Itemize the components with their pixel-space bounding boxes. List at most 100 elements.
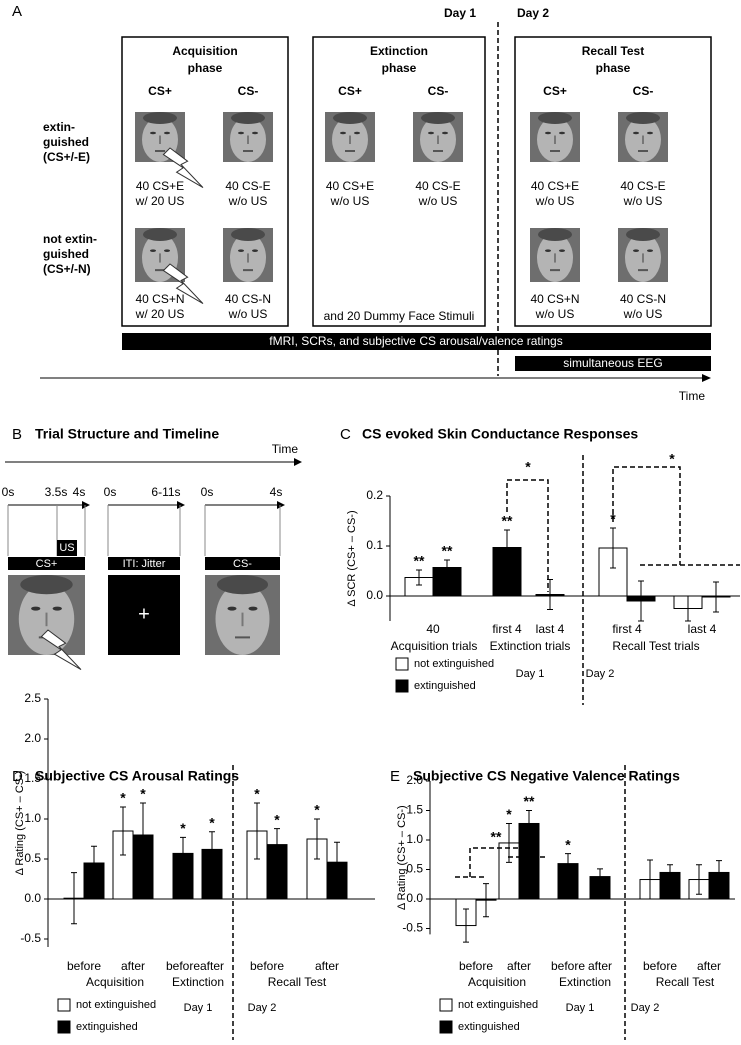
column-header: CS- xyxy=(633,84,654,98)
stimulus-caption: 40 CS+N xyxy=(530,292,579,306)
y-tick-label: -0.5 xyxy=(402,921,423,935)
error-bar xyxy=(71,872,77,925)
time-tick-label: 0s xyxy=(2,485,15,499)
chart-title: Subjective CS Arousal Ratings xyxy=(35,768,239,784)
stimulus-caption: w/ 20 US xyxy=(135,307,185,321)
error-bar xyxy=(610,527,616,569)
panel-label: A xyxy=(12,3,22,20)
stimulus-caption: 40 CS+E xyxy=(531,179,579,193)
x-tick-label: after xyxy=(315,959,339,973)
error-bar xyxy=(713,581,719,613)
column-header: CS+ xyxy=(338,84,362,98)
x-tick-label: 40 xyxy=(426,622,440,636)
y-tick-label: 0.5 xyxy=(406,862,423,876)
eye xyxy=(633,131,639,135)
error-bar xyxy=(526,810,532,837)
row-label: not extin- xyxy=(43,232,97,246)
row-label: extin- xyxy=(43,120,75,134)
stimulus-caption: 40 CS+E xyxy=(326,179,374,193)
legend-label: not extinguished xyxy=(76,999,156,1011)
eye xyxy=(633,249,639,253)
group-label: Extinction trials xyxy=(490,639,571,653)
significance-star: * xyxy=(506,806,512,822)
legend-swatch xyxy=(57,1020,71,1034)
error-bar xyxy=(504,529,510,566)
stimulus-caption: w/o US xyxy=(623,194,663,208)
segment-bar xyxy=(108,557,180,570)
error-bar xyxy=(416,569,422,586)
lightning-icon xyxy=(162,263,204,305)
group-label: Recall Test trials xyxy=(612,639,699,653)
x-tick-label: before xyxy=(250,959,284,973)
significance-star: ** xyxy=(414,553,425,569)
day-label: Day 2 xyxy=(248,1002,277,1014)
day-label: Day 2 xyxy=(517,6,549,20)
face-image xyxy=(413,112,463,162)
measure-bar xyxy=(122,333,711,350)
segment-label: CS- xyxy=(233,558,252,570)
y-tick-label: 0.0 xyxy=(366,588,383,602)
y-tick-label: 2.0 xyxy=(24,731,41,745)
x-tick-label: after xyxy=(588,959,612,973)
y-tick-label: 1.5 xyxy=(24,771,41,785)
significance-star: ** xyxy=(524,793,535,809)
group-label: Recall Test xyxy=(656,975,715,989)
error-bar xyxy=(180,836,186,870)
y-tick-label: 1.0 xyxy=(24,811,41,825)
face-image xyxy=(618,228,668,282)
eye xyxy=(354,131,360,135)
time-tick-label: 3.5s xyxy=(45,485,68,499)
time-tick-label: 0s xyxy=(201,485,214,499)
y-tick-label: 0.2 xyxy=(366,488,383,502)
y-tick-label: 0.0 xyxy=(24,891,41,905)
significance-star: ** xyxy=(442,543,453,559)
significance-star: * xyxy=(254,786,260,802)
error-bar xyxy=(140,802,146,868)
panel-label: C xyxy=(340,426,351,443)
phase-box xyxy=(312,36,486,327)
error-bar xyxy=(274,828,280,862)
arrow-head xyxy=(277,501,285,509)
column-header: CS+ xyxy=(148,84,172,98)
comparison-bracket xyxy=(469,847,529,877)
eye xyxy=(238,131,244,135)
error-bar xyxy=(696,864,702,895)
phase-title: Acquisition xyxy=(172,44,237,58)
legend-swatch xyxy=(439,1020,453,1034)
row-label: (CS+/-E) xyxy=(43,150,90,164)
y-tick-label: 1.0 xyxy=(406,832,423,846)
legend-label: extinguished xyxy=(458,1021,520,1033)
segment-bar xyxy=(205,557,280,570)
y-axis-label: Δ SCR (CS+ – CS-) xyxy=(346,510,358,606)
eye xyxy=(545,131,551,135)
face-image xyxy=(325,112,375,162)
segment-label: CS+ xyxy=(36,558,58,570)
lightning-icon xyxy=(40,629,82,671)
x-tick-label: before xyxy=(459,959,493,973)
x-tick-label: last 4 xyxy=(536,622,565,636)
row-label: guished xyxy=(43,135,89,149)
y-axis-label: Δ Rating (CS+ – CS-) xyxy=(396,805,408,910)
eye xyxy=(559,249,565,253)
chart-title: CS evoked Skin Conductance Responses xyxy=(362,426,638,442)
significance-star: * xyxy=(565,836,571,852)
panel-label: B xyxy=(12,426,22,443)
panel-label: E xyxy=(390,768,400,785)
error-bar xyxy=(685,595,691,622)
panel-title: Trial Structure and Timeline xyxy=(35,426,219,442)
face-image xyxy=(223,112,273,162)
time-tick-label: 4s xyxy=(270,485,283,499)
y-tick-label: 1.5 xyxy=(406,803,423,817)
group-label: Recall Test xyxy=(268,975,327,989)
legend-label: extinguished xyxy=(76,1021,138,1033)
x-tick-label: first 4 xyxy=(492,622,522,636)
face-image xyxy=(530,228,580,282)
eye xyxy=(559,131,565,135)
legend-swatch xyxy=(439,998,453,1012)
day-label: Day 1 xyxy=(184,1002,213,1014)
error-bar xyxy=(565,853,571,875)
stimulus-caption: 40 CS-N xyxy=(225,292,271,306)
chart-title: Subjective CS Negative Valence Ratings xyxy=(413,768,680,784)
legend-swatch xyxy=(57,998,71,1012)
significance-star: * xyxy=(120,790,126,806)
